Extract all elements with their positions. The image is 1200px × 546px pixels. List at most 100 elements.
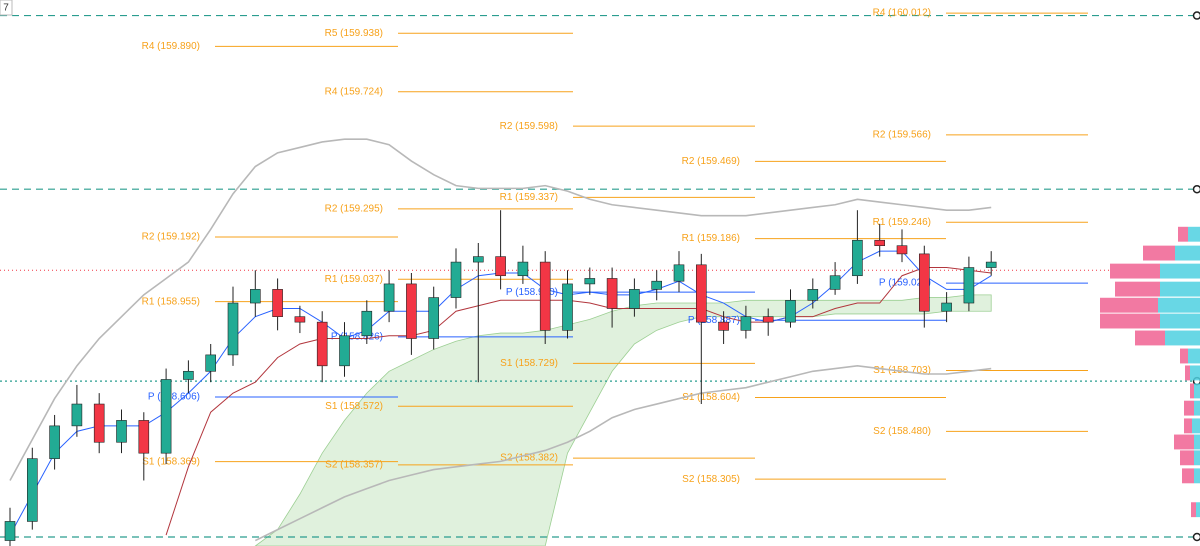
candle-body — [785, 299, 796, 323]
candle-body — [205, 354, 216, 372]
candle-body — [495, 256, 506, 277]
pivot-label: R4 (159.724) — [325, 86, 383, 97]
candle-body — [673, 264, 685, 282]
pivot-label: R1 (159.037) — [325, 274, 383, 285]
candle-body — [762, 316, 774, 323]
pivot-label: S1 (158.729) — [500, 358, 558, 369]
pivot-label: S2 (158.480) — [873, 426, 931, 437]
profile-sell — [1178, 226, 1188, 242]
profile-sell — [1185, 365, 1190, 381]
candle-body — [606, 278, 618, 309]
pivot-label: R1 (159.186) — [682, 233, 740, 244]
candle-body — [428, 297, 440, 339]
pivot-label: P (158.826) — [331, 332, 383, 343]
profile-buy — [1158, 297, 1200, 313]
pivot-label: R2 (159.295) — [325, 203, 383, 214]
profile-buy — [1194, 383, 1200, 399]
pivot-label: S1 (158.572) — [325, 401, 383, 412]
pivot-label: R2 (159.598) — [500, 121, 558, 132]
candle-body — [71, 403, 83, 427]
candle-body — [183, 370, 194, 380]
pivot-label: S2 (158.305) — [682, 474, 740, 485]
candle-body — [718, 321, 729, 331]
candle-body — [584, 278, 596, 285]
level-marker — [1192, 532, 1200, 542]
candle-body — [339, 335, 350, 367]
profile-sell — [1135, 330, 1165, 346]
profile-sell — [1115, 281, 1160, 297]
profile-sell — [1110, 263, 1160, 279]
pivot-label: R2 (159.192) — [142, 232, 200, 243]
profile-sell — [1180, 450, 1194, 466]
badge: 7 — [3, 3, 9, 14]
profile-buy — [1194, 434, 1200, 450]
indicator-line — [254, 365, 992, 542]
candle-body — [918, 253, 930, 312]
pivot-label: R2 (159.469) — [682, 156, 740, 167]
indicator-line — [165, 267, 992, 536]
level-marker — [1192, 184, 1200, 194]
profile-sell — [1184, 400, 1194, 416]
profile-buy — [1192, 418, 1200, 434]
pivot-label: S2 (158.357) — [325, 460, 383, 471]
candle-body — [294, 316, 306, 323]
pivot-label: S2 (158.382) — [500, 453, 558, 464]
profile-buy — [1175, 245, 1200, 261]
candle-body — [807, 289, 819, 301]
profile-sell — [1100, 297, 1158, 313]
pivot-label: R5 (159.938) — [325, 28, 383, 39]
profile-buy — [1165, 330, 1200, 346]
candle-body — [963, 267, 975, 304]
pivot-label: R4 (159.890) — [142, 41, 200, 52]
pivot-label: P (158.887) — [688, 315, 740, 326]
profile-sell — [1182, 468, 1194, 484]
profile-sell — [1143, 245, 1175, 261]
profile-buy — [1188, 348, 1200, 364]
candle-body — [941, 302, 952, 312]
profile-buy — [1160, 313, 1200, 329]
candle-body — [383, 283, 395, 312]
profile-buy — [1160, 263, 1200, 279]
candle-body — [740, 316, 752, 331]
pivot-label: R1 (159.246) — [873, 217, 931, 228]
indicator-line — [9, 138, 992, 481]
profile-sell — [1191, 502, 1196, 518]
profile-sell — [1174, 434, 1194, 450]
candle-body — [227, 302, 239, 356]
candle-body — [896, 245, 908, 255]
pivot-label: P (158.990) — [506, 287, 558, 298]
pivot-label: R1 (159.337) — [500, 192, 558, 203]
candle-body — [651, 280, 663, 290]
profile-buy — [1196, 502, 1200, 518]
candle-body — [874, 239, 886, 247]
pivot-label: P (159.023) — [879, 278, 931, 289]
candle-body — [406, 283, 417, 339]
level-marker — [1192, 11, 1200, 20]
profile-buy — [1194, 468, 1200, 484]
pivot-label: S1 (158.604) — [682, 392, 740, 403]
candle-body — [517, 261, 529, 277]
candle-body — [93, 403, 105, 443]
profile-sell — [1180, 348, 1188, 364]
candle-body — [272, 289, 283, 317]
pivot-label: R2 (159.566) — [873, 130, 931, 141]
profile-buy — [1188, 226, 1200, 242]
profile-buy — [1160, 281, 1200, 297]
profile-buy — [1194, 400, 1200, 416]
cloud — [254, 294, 992, 546]
candle-body — [629, 289, 640, 309]
candle-body — [539, 261, 551, 331]
candle-body — [160, 379, 172, 454]
candle-body — [361, 310, 373, 337]
candle-body — [450, 261, 462, 298]
candle-body — [852, 239, 863, 277]
candle-body — [116, 420, 127, 443]
plot-area: R4 (159.890) R2 (159.192) R1 (158.955) P (1… — [0, 8, 1200, 546]
candle-body — [472, 256, 484, 263]
profile-sell — [1100, 313, 1160, 329]
profile-sell — [1184, 418, 1192, 434]
profile-buy — [1190, 365, 1200, 381]
